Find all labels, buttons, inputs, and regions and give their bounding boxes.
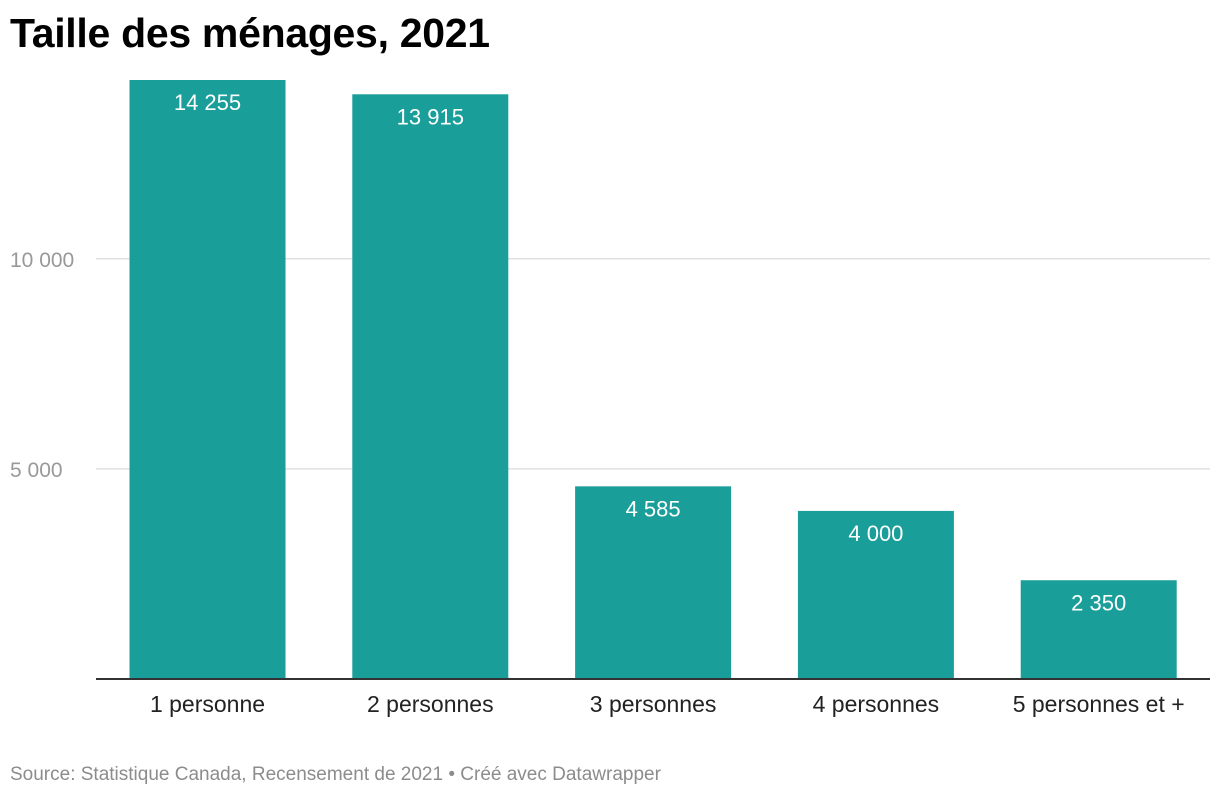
x-tick-label: 2 personnes	[367, 691, 494, 717]
x-tick-label: 1 personne	[150, 691, 265, 717]
value-label: 13 915	[397, 104, 464, 129]
bar	[1020, 580, 1177, 679]
x-tick-label: 5 personnes et +	[1013, 691, 1185, 717]
chart-title: Taille des ménages, 2021	[10, 10, 490, 56]
x-tick-label: 3 personnes	[590, 691, 717, 717]
source-note: Source: Statistique Canada, Recensement …	[10, 764, 661, 785]
x-tick-label: 4 personnes	[813, 691, 940, 717]
value-label: 4 585	[626, 496, 681, 521]
value-label: 4 000	[848, 521, 903, 546]
bar	[575, 486, 732, 679]
value-label: 2 350	[1071, 590, 1126, 615]
bar	[797, 510, 954, 679]
bar-chart: 5 000 10 000 14 255 1 personne 13 915 2 pers…	[10, 80, 1210, 717]
bar	[129, 80, 286, 679]
y-tick-label: 5 000	[10, 459, 63, 482]
bar	[352, 94, 509, 679]
bars	[129, 80, 1177, 679]
y-tick-label: 10 000	[10, 249, 74, 272]
labels: 14 255 1 personne 13 915 2 personnes 4 585 3 …	[150, 90, 1185, 717]
value-label: 14 255	[174, 90, 241, 115]
